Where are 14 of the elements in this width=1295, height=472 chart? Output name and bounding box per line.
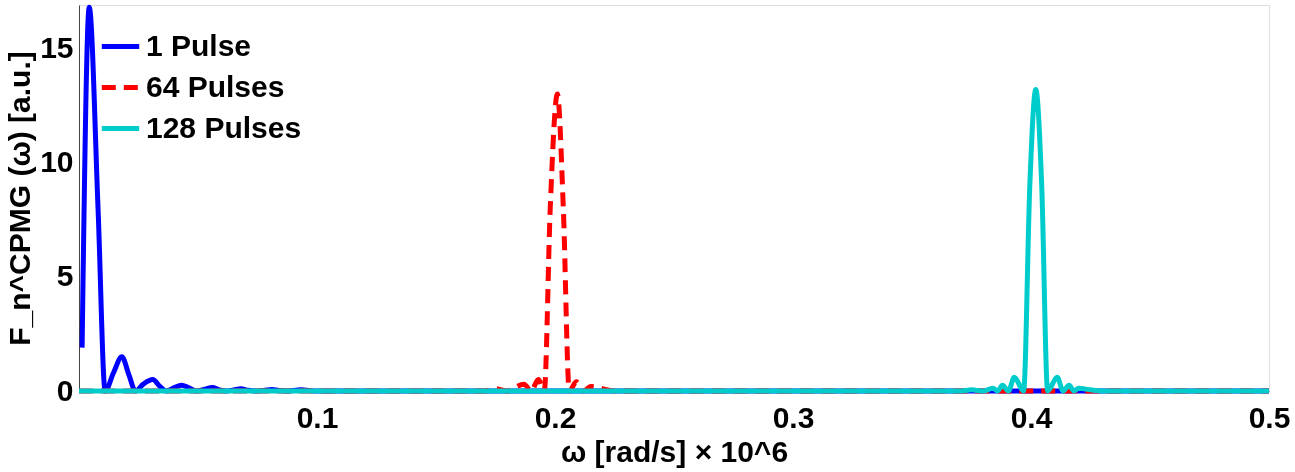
x-tick-label: 0.4 bbox=[1010, 400, 1053, 434]
y-tick-label: 5 bbox=[56, 259, 74, 293]
x-tick-label: 0.2 bbox=[534, 400, 577, 434]
y-tick-label: 0 bbox=[56, 373, 74, 407]
legend-label: 1 Pulse bbox=[146, 28, 252, 62]
legend-label: 128 Pulses bbox=[146, 110, 302, 144]
x-tick-label: 0.5 bbox=[1248, 400, 1291, 434]
legend-label: 64 Pulses bbox=[146, 69, 285, 103]
y-tick-label: 15 bbox=[40, 30, 74, 64]
x-tick-label: 0.3 bbox=[772, 400, 815, 434]
y-tick-label: 10 bbox=[40, 145, 74, 179]
x-axis-title: ω [rad/s] × 10^6 bbox=[560, 434, 789, 468]
x-tick-label: 0.1 bbox=[296, 400, 339, 434]
y-axis-title: F_n^CPMG (ω) [a.u.] bbox=[3, 51, 37, 346]
